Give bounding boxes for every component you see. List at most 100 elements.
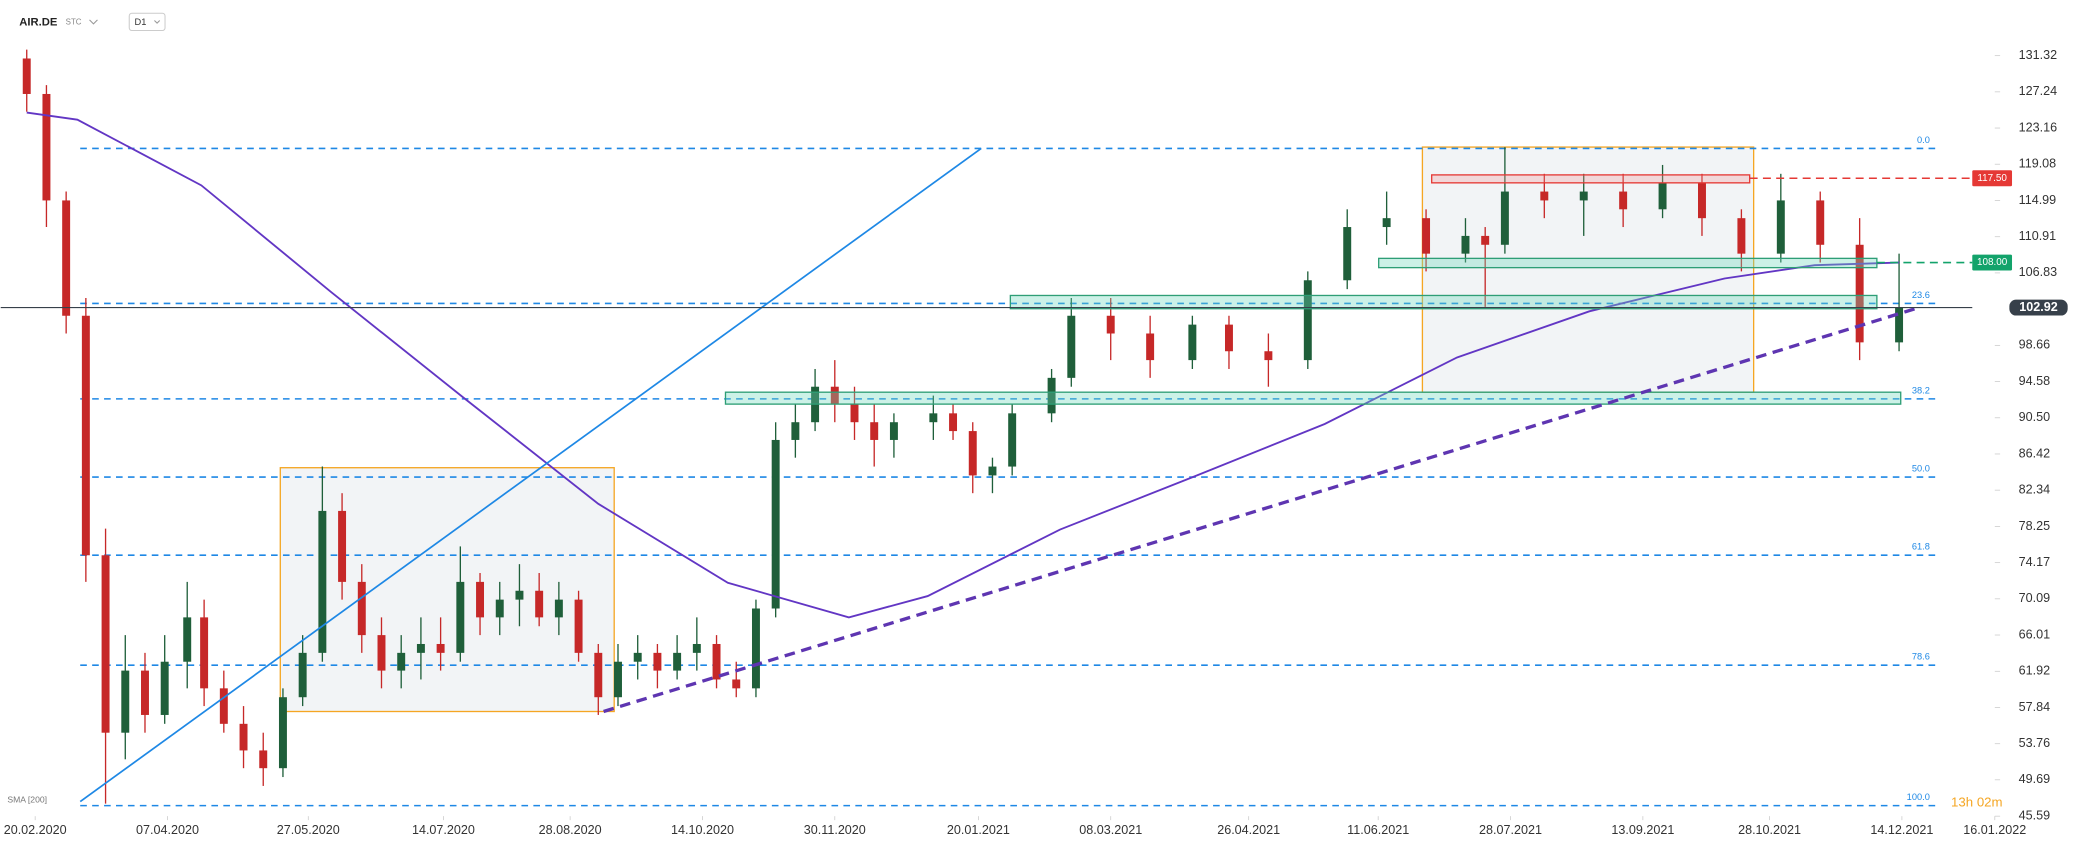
price-label-box: [2009, 299, 2068, 316]
candle-body: [42, 93, 51, 201]
candle-body: [219, 688, 228, 724]
candle-body: [81, 315, 90, 556]
y-tick-label: 127.24: [2019, 84, 2057, 98]
candle-body: [1737, 218, 1746, 254]
y-tick-label: 74.17: [2019, 555, 2050, 569]
candle-body: [633, 652, 642, 662]
candle-body: [929, 413, 938, 423]
candle-body: [298, 652, 307, 698]
candle-body: [751, 608, 760, 689]
price-label-box: [1972, 170, 2013, 187]
trend-line: [79, 147, 982, 803]
candle-body: [338, 510, 347, 582]
candle-body: [495, 599, 504, 618]
candle-body: [614, 661, 622, 698]
candle-body: [712, 643, 721, 680]
price-label: 117.50: [1977, 173, 2007, 184]
x-tick-label: 20.02.2020: [4, 823, 67, 837]
candle-body: [1540, 191, 1549, 201]
candle-body: [1047, 377, 1056, 414]
candle-body: [594, 652, 603, 698]
candle-body: [1067, 315, 1076, 378]
y-tick-label: 61.92: [2019, 664, 2050, 678]
candle-body: [1146, 333, 1155, 361]
interval[interactable]: D1: [135, 17, 147, 27]
candle-body: [1895, 307, 1904, 343]
candle-body: [1816, 200, 1825, 245]
x-tick-label: 14.12.2021: [1870, 823, 1933, 837]
drawings: [79, 147, 1916, 803]
candle-body: [160, 661, 169, 715]
candle-body: [1776, 200, 1785, 254]
countdown: 13h 02m: [1951, 794, 2003, 809]
candle-body: [436, 643, 445, 653]
x-tick-label: 30.11.2020: [804, 823, 866, 837]
candle-body: [1481, 235, 1490, 245]
fib-label: 61.8: [1912, 542, 1930, 552]
x-tick-label: 11.06.2021: [1347, 823, 1409, 837]
candle-body: [968, 431, 977, 476]
y-tick-label: 119.08: [2019, 157, 2057, 171]
range-box: [279, 467, 615, 713]
candle-body: [1658, 182, 1667, 210]
fib-label: 50.0: [1912, 464, 1930, 474]
x-tick-label: 14.10.2020: [671, 823, 734, 837]
y-tick-label: 110.91: [2019, 229, 2057, 243]
x-tick-label: 20.01.2021: [947, 823, 1010, 837]
candle-body: [1698, 182, 1706, 219]
candle-body: [889, 422, 898, 440]
market: STC: [66, 18, 82, 27]
y-tick-label: 70.09: [2019, 591, 2050, 605]
candle-body: [1303, 280, 1312, 361]
candle-body: [1579, 191, 1588, 201]
candle-body: [949, 413, 958, 432]
y-tick-label: 131.32: [2019, 48, 2057, 62]
candle-body: [1855, 244, 1864, 343]
candle-body: [515, 590, 524, 600]
y-tick-label: 123.16: [2019, 120, 2057, 134]
y-tick-label: 114.99: [2019, 193, 2057, 207]
y-tick-label: 94.58: [2019, 374, 2050, 388]
candle-body: [1106, 315, 1115, 334]
y-tick-label: 66.01: [2019, 627, 2050, 641]
candle-body: [183, 617, 192, 662]
candle-body: [850, 404, 859, 423]
candle-body: [554, 599, 563, 618]
candle-body: [278, 697, 287, 769]
y-tick-label: 86.42: [2019, 446, 2050, 460]
candle-body: [1008, 413, 1017, 467]
x-tick-label: 26.04.2021: [1217, 823, 1280, 837]
support-zone: [724, 391, 1902, 405]
y-tick-label: 78.25: [2019, 519, 2050, 533]
candle-body: [1224, 324, 1233, 352]
x-tick-label: 08.03.2021: [1079, 823, 1142, 837]
resistance-zone: [1431, 174, 1751, 184]
candle-body: [732, 679, 741, 689]
candle-body: [574, 599, 583, 653]
x-tick-label: 27.05.2020: [277, 823, 340, 837]
dropdown-arrow[interactable]: [89, 19, 98, 25]
support-zone: [1009, 294, 1878, 310]
y-tick-label: 90.50: [2019, 410, 2050, 424]
candle-body: [239, 723, 248, 751]
candle-body: [22, 58, 31, 94]
candle-body: [357, 581, 366, 636]
y-tick-label: 57.84: [2019, 700, 2050, 714]
candle-body: [1343, 227, 1352, 281]
symbol[interactable]: AIR.DE: [19, 16, 58, 28]
trend-line: [603, 307, 1916, 714]
candle-body: [101, 555, 110, 733]
annotation-layer: [279, 146, 1755, 713]
interval-box[interactable]: [128, 12, 166, 32]
plot: 0.0 23.6 38.2 50.0 61.8 78.6 100.0: [22, 49, 1938, 807]
candle-body: [200, 617, 209, 689]
y-tick-label: 45.59: [2019, 809, 2050, 823]
y-tick-label: 98.66: [2019, 338, 2050, 352]
fib-label: 100.0: [1907, 792, 1930, 802]
candle-body: [1422, 218, 1431, 254]
axes: 131.32 127.24 123.16 119.08 114.99 110.91 106.…: [0, 48, 2068, 837]
candle-body: [476, 581, 485, 618]
candle-body: [62, 200, 71, 316]
